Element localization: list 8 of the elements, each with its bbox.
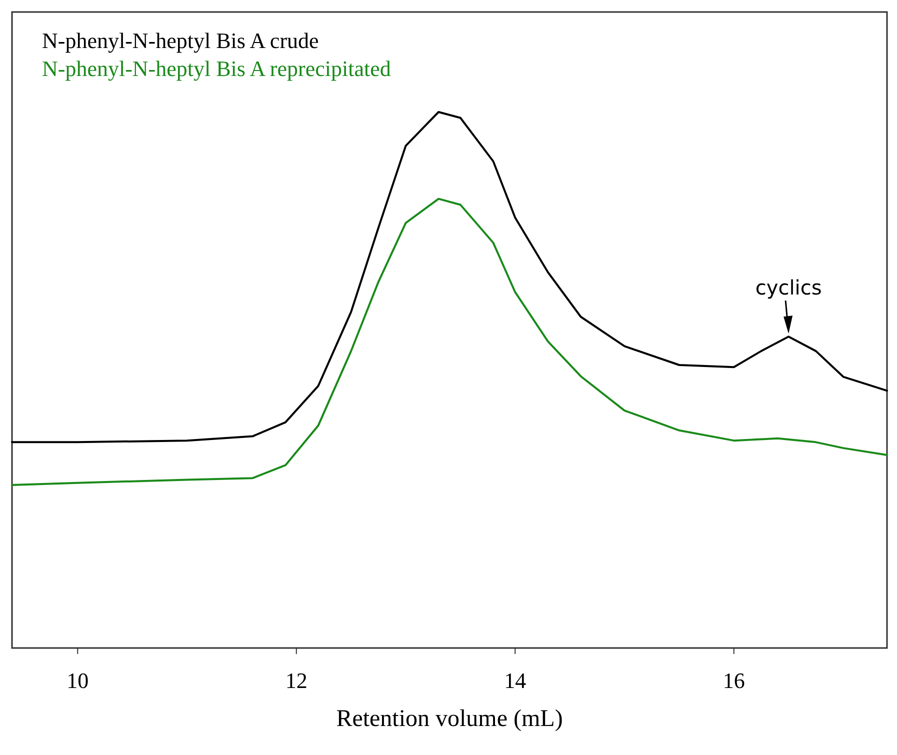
x-tick-label: 10 — [66, 668, 89, 693]
text: N-phenyl-N-heptyl Bis A crude — [42, 28, 319, 53]
annotation: cyclics — [755, 276, 822, 300]
text: N-phenyl-N-heptyl Bis A reprecipitated — [42, 56, 391, 81]
x-tick-label: 12 — [285, 668, 308, 693]
x-axis-title: Retention volume (mL) — [336, 706, 563, 732]
x-tick-label: 16 — [722, 668, 745, 693]
x-tick-label: 14 — [504, 668, 526, 693]
